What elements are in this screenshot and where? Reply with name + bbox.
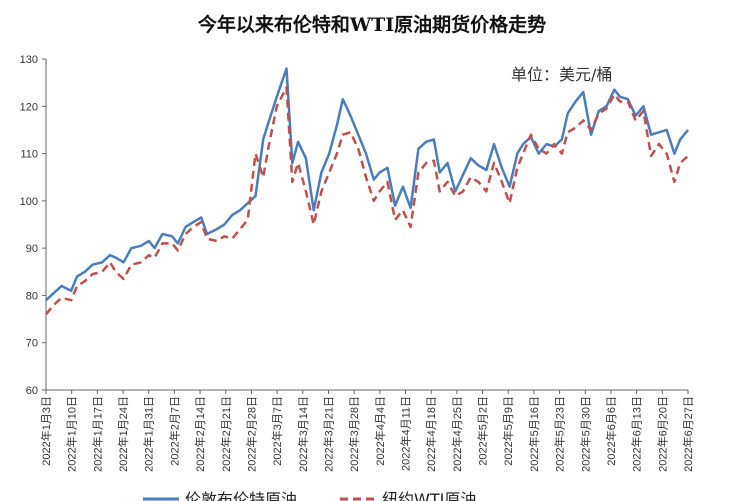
y-tick-label: 80 — [26, 290, 38, 302]
y-tick-label: 110 — [20, 149, 38, 161]
x-tick-label: 2022年3月28日 — [347, 396, 361, 472]
y-tick-label: 70 — [26, 338, 38, 350]
legend-label-brent: 伦敦布伦特原油 — [185, 490, 297, 501]
x-tick-label: 2022年4月4日 — [373, 396, 387, 466]
x-tick-label: 2022年3月21日 — [321, 396, 335, 472]
x-tick-label: 2022年5月30日 — [578, 396, 592, 472]
series-line-wti — [45, 86, 689, 316]
x-tick-label: 2022年6月27日 — [681, 396, 695, 472]
x-tick-label: 2022年5月16日 — [527, 396, 541, 472]
y-tick-label: 100 — [20, 196, 38, 208]
y-tick-label: 60 — [26, 385, 38, 397]
x-tick-label: 2022年4月11日 — [399, 396, 413, 471]
x-tick-label: 2022年1月31日 — [142, 396, 156, 472]
x-tick-label: 2022年1月3日 — [39, 396, 53, 466]
x-tick-label: 2022年3月7日 — [270, 396, 284, 466]
x-tick-label: 2022年1月10日 — [65, 396, 79, 472]
chart-title: 今年以来布伦特和WTI原油期货价格走势 — [197, 14, 547, 36]
x-tick-label: 2022年2月7日 — [167, 396, 181, 466]
y-tick-label: 130 — [20, 54, 38, 66]
x-tick-label: 2022年2月28日 — [244, 396, 258, 472]
x-tick-label: 2022年6月20日 — [655, 396, 669, 472]
x-tick-label: 2022年1月17日 — [90, 396, 104, 472]
x-tick-label: 2022年5月2日 — [476, 396, 490, 466]
x-tick-label: 2022年5月23日 — [553, 396, 567, 472]
unit-label: 单位：美元/桶 — [511, 65, 612, 84]
series-line-brent — [45, 67, 689, 302]
x-tick-label: 2022年4月18日 — [424, 396, 438, 472]
y-tick-label: 90 — [26, 243, 38, 255]
x-tick-label: 2022年4月25日 — [450, 396, 464, 472]
x-tick-label: 2022年6月6日 — [604, 396, 618, 466]
x-tick-label: 2022年6月13日 — [630, 396, 644, 472]
legend-label-wti: 纽约WTI原油 — [382, 490, 476, 501]
x-tick-label: 2022年3月14日 — [296, 396, 310, 472]
y-tick-label: 120 — [20, 101, 38, 113]
x-tick-label: 2022年2月21日 — [219, 396, 233, 472]
x-tick-label: 2022年2月14日 — [193, 396, 207, 472]
x-tick-label: 2022年1月24日 — [116, 396, 130, 472]
x-tick-label: 2022年5月9日 — [501, 396, 515, 466]
